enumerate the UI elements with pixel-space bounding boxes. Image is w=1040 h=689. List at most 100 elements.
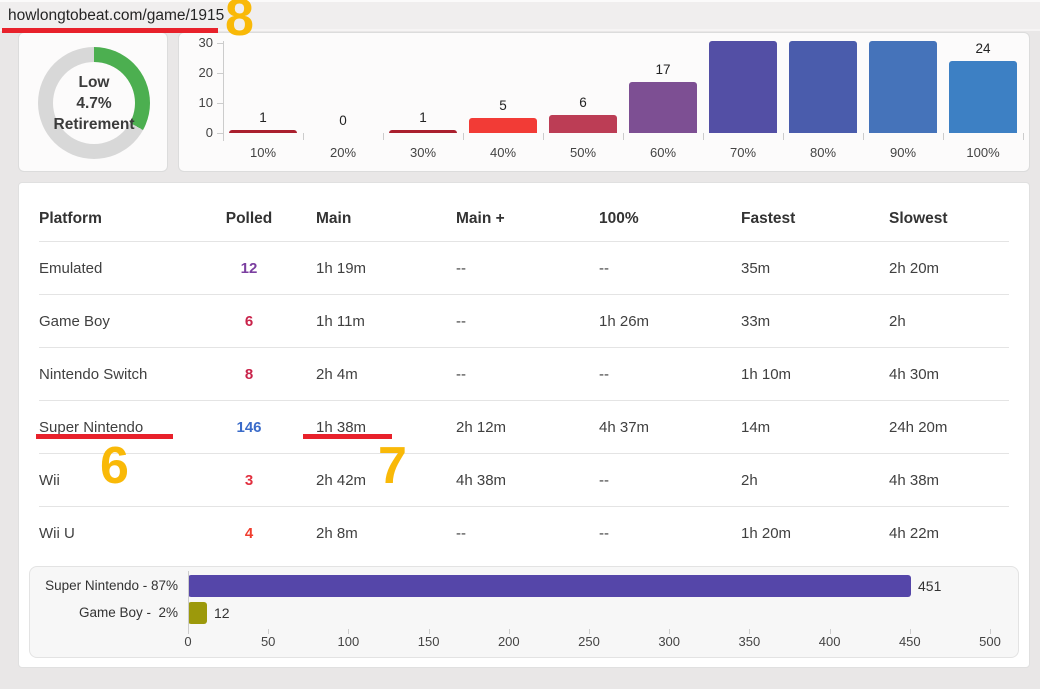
browser-url-bar[interactable]: howlongtobeat.com/game/1915	[0, 0, 1040, 31]
x-category-label: 90%	[889, 145, 917, 160]
x-category-label: 30%	[409, 145, 437, 160]
bar	[389, 130, 457, 133]
annotation-underline-super-nintendo	[36, 434, 173, 439]
hchart-x-tick-mark	[990, 629, 991, 634]
bar-value-label: 1	[259, 110, 267, 125]
x-tick-mark	[303, 133, 304, 140]
hchart-x-tick-mark	[348, 629, 350, 634]
x-category-label: 80%	[809, 145, 837, 160]
table-row: Super Nintendo 146 1h 38m 2h 12m 4h 37m 14m 24…	[39, 400, 1009, 453]
hchart-x-tick-label: 100	[337, 634, 360, 649]
hchart-x-tick-mark	[268, 629, 270, 634]
cell-polled: 8	[244, 365, 254, 383]
bar-clipped	[789, 41, 857, 133]
x-category-label: 100%	[966, 145, 1000, 160]
column-header-completionist: 100%	[599, 209, 639, 227]
hchart-x-tick-label: 250	[578, 634, 600, 649]
cell-polled: 4	[244, 524, 254, 542]
x-tick-mark	[383, 133, 384, 140]
hchart-x-tick-mark	[749, 629, 751, 634]
cell-slowest: 2h	[889, 312, 906, 330]
annotation-underline-main-time	[303, 434, 392, 439]
hbar	[188, 602, 207, 624]
cell-fastest: 2h	[741, 471, 758, 489]
hchart-x-tick-mark	[589, 629, 590, 634]
cell-slowest: 24h 20m	[889, 418, 948, 436]
cell-completionist: --	[599, 524, 609, 542]
hbar	[188, 575, 911, 597]
hchart-x-tick-mark	[188, 629, 189, 634]
platform-table-wrap: Platform Polled Main Main + 100% Fastest Slowe…	[19, 183, 1029, 559]
cell-platform: Nintendo Switch	[39, 365, 148, 383]
x-category-label: 40%	[489, 145, 517, 160]
cell-completionist: --	[599, 365, 609, 383]
column-header-fastest: Fastest	[741, 209, 796, 227]
cell-main-plus: --	[456, 365, 466, 383]
hbar-category-label: Game Boy - 2%	[78, 605, 178, 620]
gauge-percent-value: 4.7%	[76, 94, 112, 112]
column-header-main: Main	[316, 209, 352, 227]
cell-slowest: 2h 20m	[889, 259, 940, 277]
platform-stats-panel: Platform Polled Main Main + 100% Fastest Slowe…	[18, 182, 1030, 668]
url-text[interactable]: howlongtobeat.com/game/1915	[8, 6, 225, 24]
cell-main-plus: 4h 38m	[456, 471, 507, 489]
cell-platform: Super Nintendo	[39, 418, 144, 436]
hchart-x-tick-label: 50	[260, 634, 276, 649]
hbar-category-label: Super Nintendo - 87%	[45, 578, 178, 593]
table-row: Wii 3 2h 42m 4h 38m -- 2h 4h 38m	[39, 453, 1009, 506]
cell-main: 1h 38m	[316, 418, 367, 436]
cell-polled: 6	[244, 312, 254, 330]
retirement-gauge-card: Low 4.7% Retirement	[18, 32, 168, 172]
column-header-polled: Polled	[225, 209, 273, 227]
cell-slowest: 4h 38m	[889, 471, 940, 489]
y-axis-line	[223, 41, 224, 141]
cell-main-plus: --	[456, 312, 466, 330]
cell-polled: 12	[240, 259, 258, 277]
hchart-x-tick-label: 150	[417, 634, 440, 649]
bar-clipped	[869, 41, 937, 133]
bar	[229, 130, 297, 133]
cell-main-plus: --	[456, 524, 466, 542]
cell-main: 1h 19m	[316, 259, 367, 277]
cell-polled: 3	[244, 471, 254, 489]
cell-slowest: 4h 22m	[889, 524, 940, 542]
bar	[949, 61, 1017, 133]
x-category-label: 70%	[729, 145, 757, 160]
hchart-x-tick-mark	[909, 629, 911, 634]
gauge-label-low: Low	[78, 73, 110, 91]
bar	[629, 82, 697, 133]
hchart-x-tick-mark	[829, 629, 831, 634]
hchart-x-tick-label: 300	[658, 634, 681, 649]
y-tick-mark	[217, 103, 223, 104]
x-tick-mark	[1023, 133, 1024, 140]
cell-platform: Wii U	[39, 524, 75, 542]
hbar-value-label: 12	[214, 605, 230, 621]
y-tick-mark	[217, 43, 223, 44]
hchart-x-tick-mark	[428, 629, 430, 634]
hchart-x-tick-label: 500	[979, 634, 1001, 649]
table-row: Game Boy 6 1h 11m -- 1h 26m 33m 2h	[39, 294, 1009, 347]
y-tick-label: 30	[198, 35, 213, 50]
cell-slowest: 4h 30m	[889, 365, 940, 383]
bar-value-label: 1	[419, 110, 427, 125]
cell-fastest: 35m	[741, 259, 771, 277]
cell-platform: Wii	[39, 471, 60, 489]
bar-value-label: 24	[975, 41, 991, 56]
bar-value-label: 5	[499, 98, 507, 113]
polled-distribution-chart: Super Nintendo - 87% 451 Game Boy - 2% 12 0 5…	[29, 566, 1019, 658]
cell-main: 2h 8m	[316, 524, 358, 542]
gauge-label-retirement: Retirement	[53, 115, 135, 133]
cell-main-plus: 2h 12m	[456, 418, 507, 436]
annotation-number-7: 7	[378, 437, 407, 495]
table-row: Wii U 4 2h 8m -- -- 1h 20m 4h 22m	[39, 506, 1009, 559]
x-tick-mark	[623, 133, 624, 140]
cell-fastest: 14m	[741, 418, 771, 436]
retirement-donut-gauge: Low 4.7% Retirement	[38, 47, 150, 159]
column-header-platform: Platform	[39, 209, 102, 227]
bar-value-label: 6	[579, 95, 587, 110]
hchart-x-tick-label: 400	[818, 634, 841, 649]
completion-distribution-chart: 0 10 20 30 1 10% 0 20% 1 30% 5 40% 6 50% 17 60% 70% 80% 90…	[179, 33, 1029, 171]
hchart-x-tick-label: 350	[738, 634, 761, 649]
bar-value-label: 17	[655, 62, 671, 77]
hbar-value-label: 451	[918, 578, 942, 594]
